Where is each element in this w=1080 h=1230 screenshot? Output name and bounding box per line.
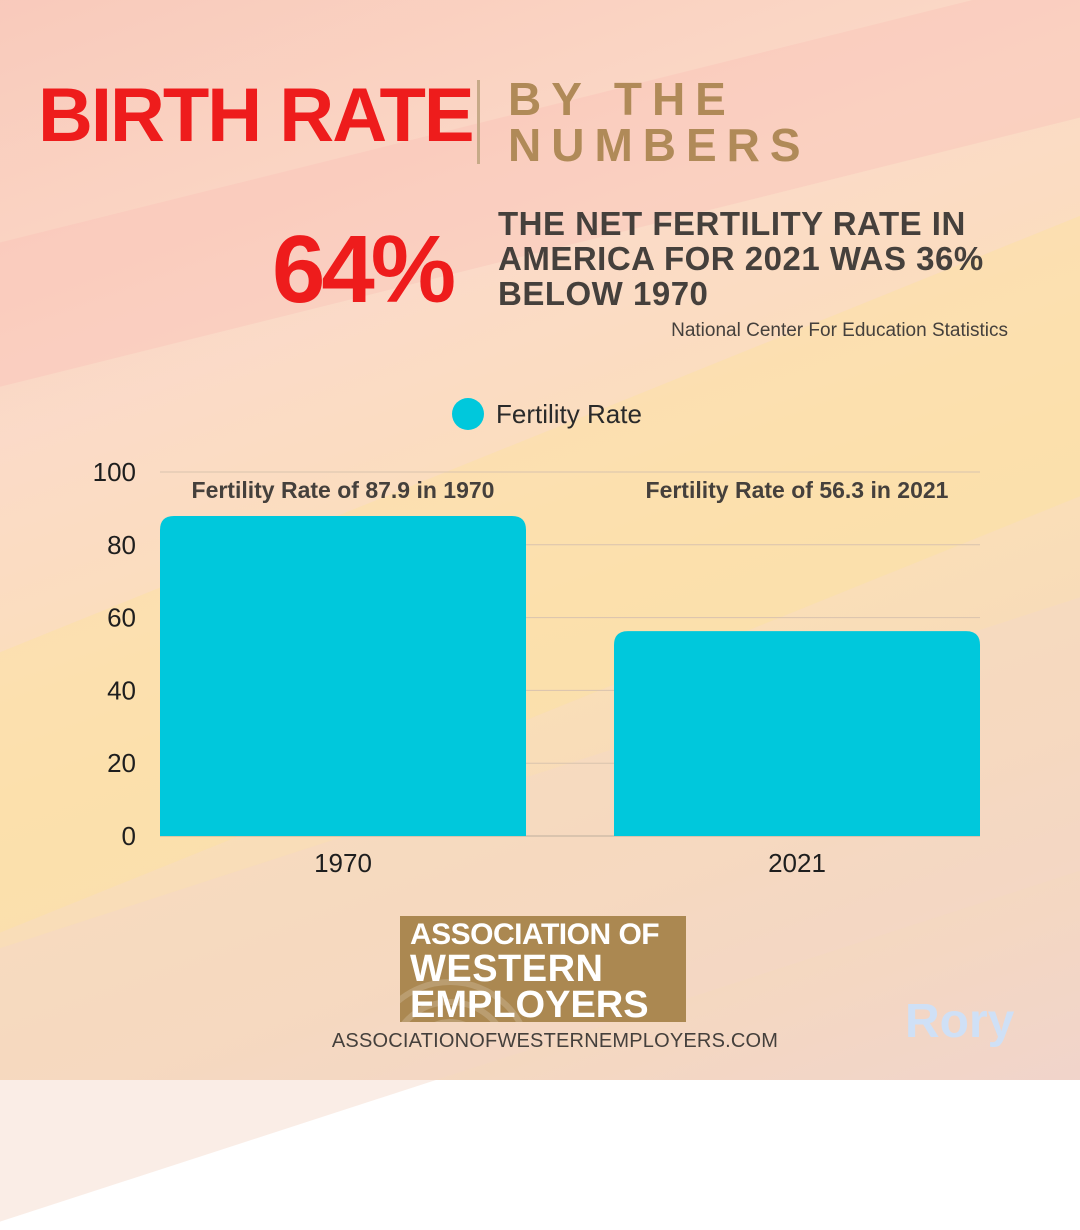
subtitle-line-2: NUMBERS (508, 119, 811, 171)
logo-line-3: EMPLOYERS (410, 984, 649, 1022)
subtitle-line-1: BY THE (508, 73, 736, 125)
stat-line-2: AMERICA FOR 2021 WAS 36% (498, 240, 984, 277)
logo-line-2: WESTERN (410, 948, 604, 990)
x-tick-label: 1970 (314, 848, 372, 878)
stat-source: National Center For Education Statistics (671, 320, 1008, 341)
y-tick-label: 0 (122, 821, 136, 851)
bar-chart: 0 20 40 60 80 100 1970 Fertility Rate of 87.9 i… (93, 457, 980, 878)
y-tick-label: 80 (107, 530, 136, 560)
logo-rays-icon (400, 979, 523, 1022)
legend-label: Fertility Rate (496, 398, 642, 429)
data-label: Fertility Rate of 87.9 in 1970 (192, 477, 495, 503)
stat-line-1: THE NET FERTILITY RATE IN (498, 205, 966, 242)
chart-legend: Fertility Rate (452, 398, 642, 430)
x-tick-label: 2021 (768, 848, 826, 878)
bar (160, 516, 526, 836)
website-url[interactable]: ASSOCIATIONOFWESTERNEMPLOYERS.COM (331, 1030, 779, 1052)
data-label: Fertility Rate of 56.3 in 2021 (646, 477, 949, 503)
page-subtitle: BY THE NUMBERS (508, 76, 811, 168)
y-tick-label: 40 (107, 675, 136, 705)
y-tick-label: 20 (107, 748, 136, 778)
y-tick-label: 100 (93, 457, 136, 487)
title-divider (477, 80, 480, 164)
logo-line-1: ASSOCIATION OF (410, 918, 660, 951)
legend-swatch (452, 398, 484, 430)
bar (614, 631, 980, 836)
page-title: BIRTH RATE (38, 73, 475, 158)
stat-percentage: 64% (272, 216, 456, 323)
stat-description: THE NET FERTILITY RATE IN AMERICA FOR 20… (498, 206, 984, 311)
logo: ASSOCIATION OF WESTERN EMPLOYERS (400, 916, 686, 1022)
y-tick-label: 60 (107, 603, 136, 633)
signature: Rory (905, 995, 1015, 1048)
stat-line-3: BELOW 1970 (498, 275, 709, 312)
